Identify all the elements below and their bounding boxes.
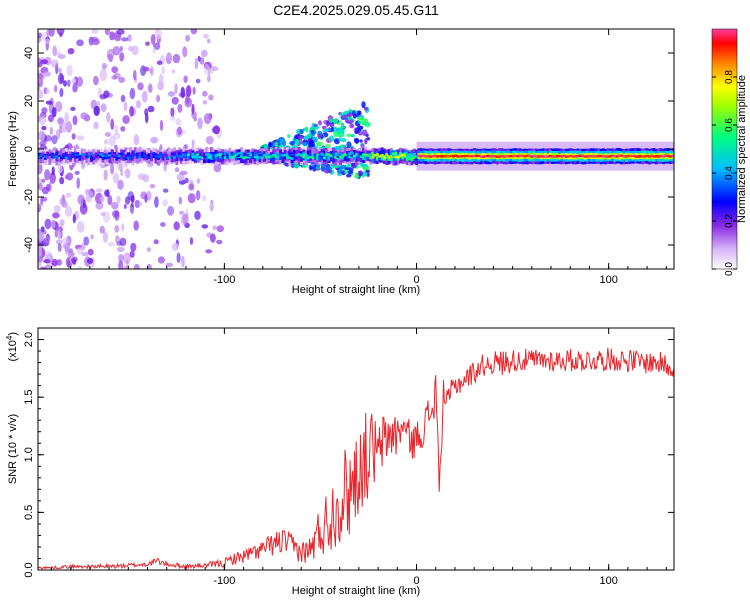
colorbar-tick-label: 0.4 [724, 166, 735, 180]
colorbar-tick-label: 0.2 [724, 214, 735, 228]
spectrogram-xtick-label: -100 [213, 274, 235, 286]
spectrogram-ytick-label: 0 [23, 146, 35, 152]
spectrogram-ytick-label: 40 [23, 47, 35, 59]
snr-multiplier-exp: 4 [5, 335, 14, 340]
snr-xtick-label: 100 [599, 575, 617, 587]
colorbar: 0.0 0.2 0.4 0.6 0.8 Normalized spectral ampl… [711, 28, 748, 276]
colorbar-label: Normalized spectral amplitude [736, 75, 748, 223]
figure-title: C2E4.2025.029.05.45.G11 [273, 2, 439, 18]
spectrogram-ytick-label: -20 [23, 189, 35, 205]
snr-ytick-label: 1.5 [23, 389, 35, 404]
snr-ytick-label: 0.5 [23, 505, 35, 520]
spectrogram-ytick-label: 20 [23, 95, 35, 107]
snr-multiplier-base: (x10 [7, 340, 19, 361]
spectrogram-xtick-label: 0 [413, 274, 419, 286]
colorbar-tick-label: 0.8 [724, 70, 735, 84]
colorbar-tick-label: 0.6 [724, 118, 735, 132]
snr-frame [37, 327, 675, 571]
spectrogram-panel: -100 0 100 -40 -20 0 20 40 Height of straight l… [7, 28, 675, 296]
snr-ytick-label: 1.0 [23, 447, 35, 462]
colorbar-tick-label: 0.0 [724, 262, 735, 276]
snr-xtick-label: 0 [413, 575, 419, 587]
spectrogram-ytick-label: -40 [23, 237, 35, 253]
snr-ytick-label: 2.0 [23, 332, 35, 347]
snr-xlabel: Height of straight line (km) [292, 585, 420, 597]
snr-ytick-label: 0.0 [23, 562, 35, 577]
svg-text:(x104): (x104) [5, 332, 20, 362]
spectrogram-xlabel: Height of straight line (km) [292, 284, 420, 296]
snr-panel: -100 0 100 0.0 0.5 1.0 1.5 2.0 Height of straig… [5, 327, 675, 597]
snr-xtick-label: -100 [213, 575, 235, 587]
spectrogram-xtick-label: 100 [599, 274, 617, 286]
snr-multiplier: (x104) [5, 332, 20, 362]
snr-ylabel: SNR (10 * v/v) [7, 414, 19, 484]
spectrogram-image [38, 29, 674, 269]
colorbar-gradient [711, 28, 738, 270]
snr-line [38, 347, 674, 570]
spectrogram-ylabel: Frequency (Hz) [7, 111, 19, 187]
